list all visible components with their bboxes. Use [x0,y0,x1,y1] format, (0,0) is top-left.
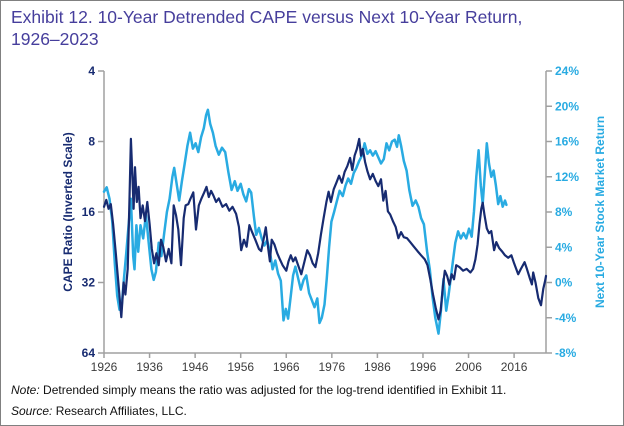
tick-labels: 4 8 16 32 64 24% 20% 16% 12% 8% 4% 0% -4% -8% 1926 1936… [82,64,580,374]
figure-title-line2: 1926–2023 [11,29,99,49]
right-tick-label: 24% [555,64,579,78]
cape-series-line [102,137,548,321]
left-tick-label: 8 [88,135,95,149]
note-text: Detrended simply means the ratio was adj… [39,383,507,397]
left-tick-label: 4 [88,64,95,78]
x-tick-label: 2006 [455,360,482,374]
x-tick-label: 2016 [501,360,528,374]
note: Note: Detrended simply means the ratio w… [11,383,506,397]
x-tick-label: 1966 [273,360,300,374]
left-tick-label: 64 [82,346,96,360]
left-tick-label: 32 [82,276,96,290]
right-tick-label: 16% [555,135,579,149]
left-tick-label: 16 [82,205,96,219]
tick-marks [98,70,552,358]
x-tick-label: 1956 [227,360,254,374]
left-axis-title: CAPE Ratio (Inverted Scale) [61,132,75,292]
source: Source: Research Affiliates, LLC. [11,404,187,418]
x-tick-label: 1996 [410,360,437,374]
x-tick-label: 1926 [91,360,118,374]
x-tick-label: 1976 [318,360,345,374]
right-tick-label: 0% [555,276,573,290]
right-tick-label: -4% [555,311,577,325]
right-axis-title: Next 10-Year Stock Market Return [593,115,607,309]
right-tick-label: 4% [555,240,573,254]
source-label: Source: [11,404,53,418]
source-text: Research Affiliates, LLC. [52,404,187,418]
right-tick-label: 20% [555,99,579,113]
x-tick-label: 1986 [364,360,391,374]
right-tick-label: -8% [555,346,577,360]
right-tick-label: 12% [555,170,579,184]
figure-title-line1: Exhibit 12. 10-Year Detrended CAPE versu… [11,7,523,27]
x-tick-label: 1936 [136,360,163,374]
x-tick-label: 1946 [182,360,209,374]
right-tick-label: 8% [555,205,573,219]
series-lines [102,108,548,335]
note-label: Note: [11,383,40,397]
figure-title: Exhibit 12. 10-Year Detrended CAPE versu… [11,6,617,50]
return-series-line [102,108,508,335]
